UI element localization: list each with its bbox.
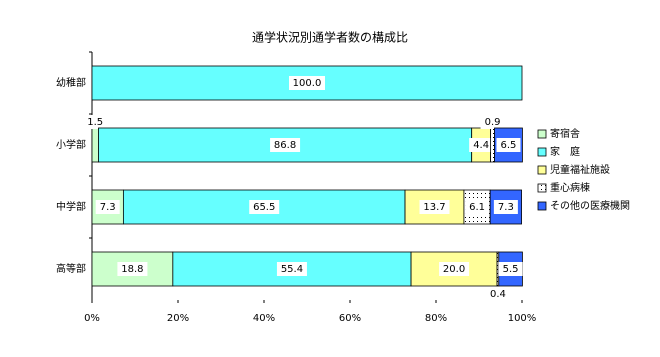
- x-tick-label: 80%: [425, 313, 447, 324]
- label-box: [95, 200, 120, 214]
- legend-swatch: [537, 201, 547, 211]
- label-box: [270, 138, 301, 152]
- label-box: [439, 262, 470, 276]
- data-label: 7.3: [498, 202, 514, 213]
- data-label: 5.5: [503, 264, 519, 275]
- label-box: [289, 76, 325, 90]
- x-tick-label: 40%: [253, 313, 275, 324]
- legend-label: 家 庭: [550, 145, 580, 158]
- label-box: [493, 200, 518, 214]
- label-box: [276, 262, 307, 276]
- x-tick-label: 100%: [508, 313, 537, 324]
- bar-segment: [91, 127, 99, 163]
- data-label: 0.9: [485, 117, 501, 128]
- data-label: 0.4: [490, 289, 506, 300]
- label-box: [480, 115, 505, 129]
- x-tick-label: 20%: [167, 313, 189, 324]
- data-label: 100.0: [293, 78, 322, 89]
- legend-label: 寄宿舎: [550, 127, 580, 140]
- y-tick-label: 幼稚部: [56, 76, 86, 89]
- legend-label: その他の医療機関: [550, 199, 630, 212]
- data-label: 6.1: [469, 202, 485, 213]
- legend-label: 重心病棟: [550, 181, 590, 194]
- label-box: [465, 200, 490, 214]
- x-tick-label: 0%: [84, 313, 100, 324]
- label-box: [419, 200, 450, 214]
- label-box: [469, 138, 494, 152]
- legend-swatch: [537, 129, 547, 139]
- data-label: 13.7: [423, 202, 445, 213]
- legend-swatch: [537, 183, 547, 193]
- label-box: [498, 262, 523, 276]
- data-label: 1.5: [87, 117, 103, 128]
- legend-swatch: [537, 147, 547, 157]
- data-label: 7.3: [100, 202, 116, 213]
- label-box: [496, 138, 521, 152]
- chart-title: 通学状況別通学者数の構成比: [252, 30, 408, 45]
- legend-swatch: [537, 165, 547, 175]
- data-label: 55.4: [281, 264, 303, 275]
- y-tick-label: 小学部: [56, 138, 86, 151]
- y-tick-label: 中学部: [56, 200, 86, 213]
- bar-segment: [490, 127, 495, 163]
- x-tick-label: 60%: [339, 313, 361, 324]
- data-label: 65.5: [253, 202, 275, 213]
- data-label: 4.4: [473, 140, 489, 151]
- data-label: 20.0: [443, 264, 465, 275]
- label-box: [83, 115, 108, 129]
- data-label: 86.8: [274, 140, 296, 151]
- data-label: 6.5: [501, 140, 517, 151]
- legend-label: 児童福祉施設: [550, 163, 610, 176]
- label-box: [117, 262, 148, 276]
- y-tick-label: 高等部: [56, 262, 86, 275]
- data-label: 18.8: [121, 264, 143, 275]
- label-box: [485, 287, 510, 301]
- label-box: [249, 200, 280, 214]
